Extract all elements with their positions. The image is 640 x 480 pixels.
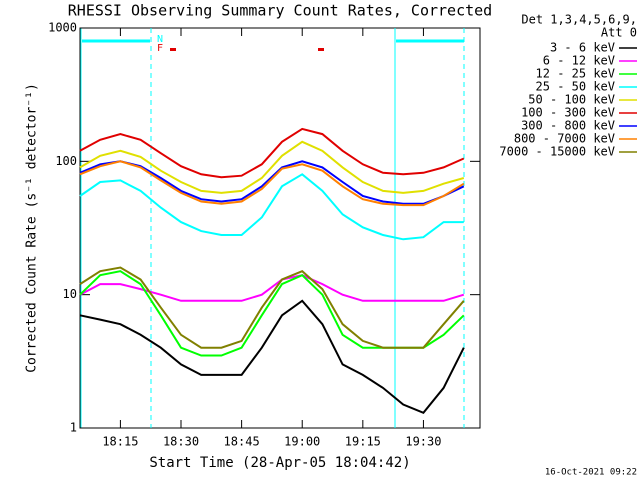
series-line	[79, 140, 465, 194]
flag: N	[157, 34, 163, 45]
x-tick-label: 19:30	[405, 435, 441, 449]
x-axis-label: Start Time (28-Apr-05 18:04:42)	[149, 455, 410, 471]
series-line	[79, 266, 465, 349]
series-line	[79, 127, 465, 179]
legend-label: 3 - 6 keV	[550, 41, 615, 55]
y-tick-label: 1	[70, 421, 77, 435]
flag-bar	[170, 48, 176, 51]
legend-title: Att 0	[601, 26, 637, 40]
series-line	[79, 160, 465, 207]
series-line	[79, 173, 464, 241]
x-tick-label: 19:00	[284, 435, 320, 449]
series-line	[79, 160, 465, 205]
legend-label: 300 - 800 keV	[521, 119, 615, 133]
legend-label: 6 - 12 keV	[543, 54, 615, 68]
series-line	[79, 270, 465, 357]
series-line	[79, 274, 465, 302]
x-tick-label: 18:45	[224, 435, 260, 449]
y-axis-label: Corrected Count Rate (s⁻¹ detector⁻¹)	[25, 83, 40, 373]
flag: F	[157, 43, 163, 54]
legend-title: Det 1,3,4,5,6,9,	[521, 13, 637, 27]
y-tick-label: 10	[63, 287, 77, 301]
chart-title: RHESSI Observing Summary Count Rates, Co…	[68, 2, 492, 20]
legend-label: 100 - 300 keV	[521, 106, 615, 120]
flag-bar	[318, 48, 324, 51]
x-tick-label: 18:30	[163, 435, 199, 449]
y-tick-label: 100	[55, 154, 77, 168]
plot-frame	[79, 27, 481, 429]
legend-label: 12 - 25 keV	[536, 67, 615, 81]
legend-label: 7000 - 15000 keV	[499, 145, 615, 159]
y-tick-label: 1000	[48, 21, 77, 35]
timestamp: 16-Oct-2021 09:22	[545, 468, 637, 478]
legend-label: 800 - 7000 keV	[514, 132, 615, 146]
legend-label: 50 - 100 keV	[528, 93, 615, 107]
x-tick-label: 18:15	[102, 435, 138, 449]
series-line	[79, 299, 465, 415]
x-tick-label: 19:15	[345, 435, 381, 449]
legend-label: 25 - 50 keV	[536, 80, 615, 94]
